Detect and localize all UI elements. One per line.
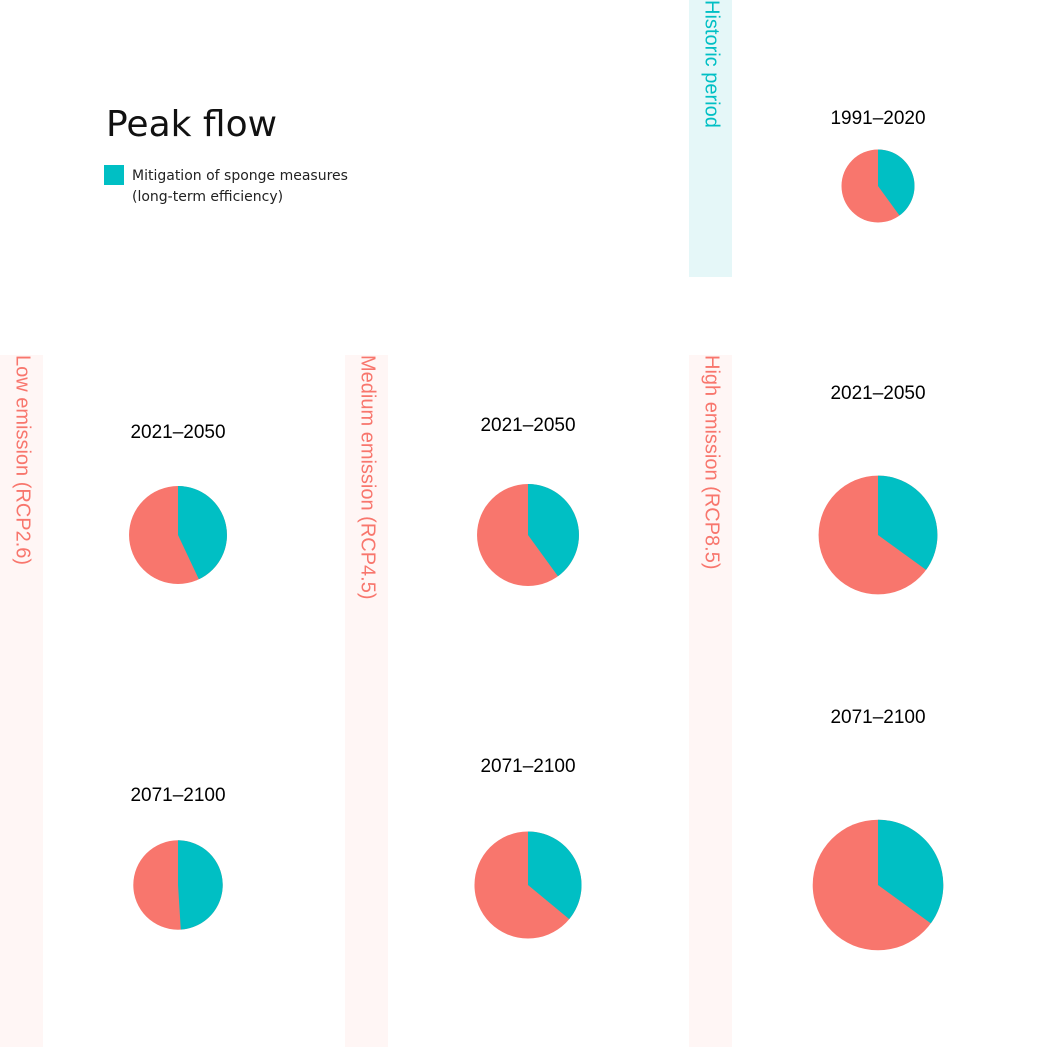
- legend-swatch: [104, 165, 124, 185]
- pie-slice-mitigation: [528, 484, 579, 577]
- medium-emission-band: Medium emission (RCP4.5): [345, 355, 388, 1047]
- chart-title: Peak flow: [106, 104, 278, 145]
- pie-slice-mitigation: [878, 819, 944, 924]
- pie-slice-mitigation: [878, 475, 938, 570]
- pie-period-label: 2071–2100: [830, 707, 925, 728]
- pie-slice-mitigation: [178, 840, 223, 930]
- pie-period-label: 1991–2020: [830, 108, 925, 129]
- historic-band: Historic period: [689, 0, 732, 277]
- pie-period-label: 2021–2050: [130, 422, 225, 443]
- pie-slice-mitigation: [528, 831, 582, 920]
- low-emission-band: Low emission (RCP2.6): [0, 355, 43, 1047]
- pie-slice-mitigation: [878, 149, 915, 216]
- legend-label: Mitigation of sponge measures (long-term…: [132, 168, 348, 205]
- pie-period-label: 2071–2100: [480, 756, 575, 777]
- pie-slice-mitigation: [178, 486, 227, 580]
- pie-period-label: 2021–2050: [830, 383, 925, 404]
- pie-period-label: 2071–2100: [130, 785, 225, 806]
- pie-period-label: 2021–2050: [480, 415, 575, 436]
- high-emission-band: High emission (RCP8.5): [689, 355, 732, 1047]
